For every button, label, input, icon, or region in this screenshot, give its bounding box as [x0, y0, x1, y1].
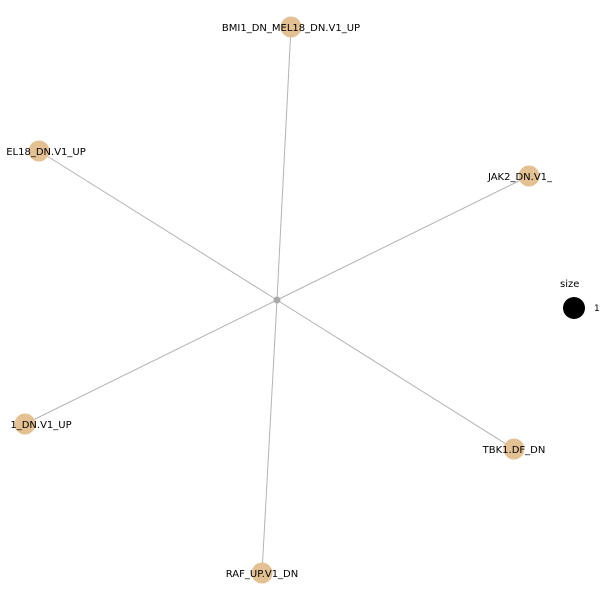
node-1dn	[14, 413, 36, 435]
node-label-el18: EL18_DN.V1_UP	[6, 147, 86, 158]
node-jak2	[518, 165, 540, 187]
edge-jak2	[276, 175, 530, 301]
edge-1dn	[24, 299, 278, 425]
node-raf	[251, 562, 273, 584]
size-legend: size 1	[560, 279, 600, 319]
nodes-layer	[14, 16, 540, 584]
edge-raf	[261, 299, 278, 574]
legend-title: size	[560, 279, 579, 290]
node-label-raf: RAF_UP.V1_DN	[226, 569, 299, 580]
node-label-tbk1: TBK1.DF_DN	[482, 445, 546, 456]
node-label-jak2: JAK2_DN.V1_	[487, 172, 553, 183]
edge-el18	[38, 150, 278, 301]
edge-bmi1	[276, 26, 292, 301]
node-label-bmi1: BMI1_DN_MEL18_DN.V1_UP	[222, 23, 360, 34]
center-node	[273, 296, 281, 304]
node-el18	[28, 140, 50, 162]
edge-tbk1	[276, 299, 515, 450]
edges-layer	[24, 26, 530, 574]
labels-layer: BMI1_DN_MEL18_DN.V1_UP JAK2_DN.V1_ TBK1.…	[6, 23, 553, 580]
node-bmi1	[280, 16, 302, 38]
legend-value: 1	[594, 304, 600, 314]
node-tbk1	[503, 438, 525, 460]
legend-size-swatch	[563, 297, 585, 319]
node-label-1dn: 1_DN.V1_UP	[10, 420, 71, 431]
